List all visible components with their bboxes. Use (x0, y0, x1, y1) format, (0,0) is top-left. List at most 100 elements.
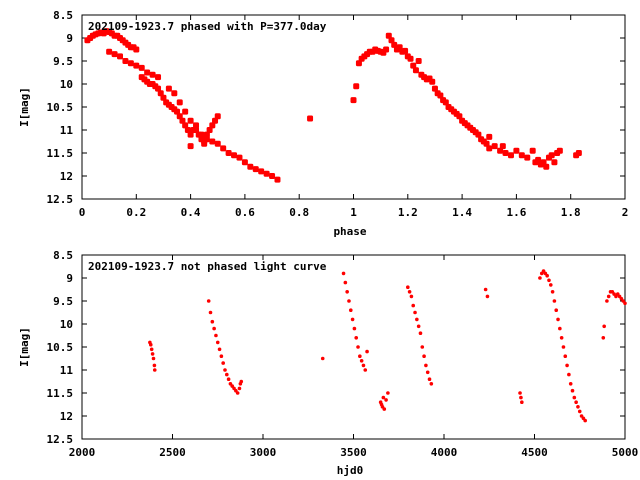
data-point (187, 143, 194, 150)
y-tick-label: 9.5 (53, 295, 73, 308)
data-point (127, 60, 134, 67)
x-tick-label: 1.8 (561, 206, 581, 219)
data-point (352, 326, 357, 331)
data-point (382, 407, 387, 411)
data-point (558, 326, 562, 331)
x-tick-label: 1 (350, 206, 357, 219)
x-tick-label: 0.6 (235, 206, 255, 219)
data-point (602, 324, 606, 329)
data-point (214, 140, 221, 147)
data-point (491, 143, 498, 150)
data-point (388, 37, 395, 44)
data-point (402, 47, 409, 54)
data-point (198, 131, 205, 138)
data-point (386, 391, 390, 395)
data-point (385, 32, 392, 39)
x-tick-label: 5000 (612, 446, 639, 459)
data-point (133, 46, 140, 53)
data-point (413, 310, 417, 315)
data-points (148, 269, 627, 423)
data-point (577, 409, 582, 414)
x-tick-label: 2000 (69, 446, 96, 459)
data-point (235, 391, 240, 395)
y-tick-label: 10 (60, 318, 73, 331)
data-point (442, 99, 449, 106)
data-point (176, 99, 183, 106)
data-point (570, 388, 575, 393)
data-point (406, 285, 410, 290)
data-point (384, 398, 388, 402)
data-point (212, 326, 216, 331)
data-point (174, 108, 181, 115)
data-point (215, 340, 220, 345)
data-point (182, 108, 189, 115)
data-point (356, 345, 360, 349)
data-point (407, 55, 414, 62)
y-tick-label: 12.5 (47, 193, 74, 206)
data-point (239, 379, 244, 384)
data-point (157, 90, 164, 97)
y-tick-label: 10.5 (47, 341, 74, 354)
data-point (551, 159, 558, 166)
data-point (355, 60, 362, 67)
data-point (220, 145, 227, 152)
data-point (171, 90, 178, 97)
data-point (412, 67, 419, 74)
x-tick-label: 0.2 (126, 206, 146, 219)
data-point (486, 145, 493, 152)
data-point (209, 138, 216, 145)
data-point (601, 336, 606, 340)
y-tick-label: 8.5 (53, 249, 73, 262)
data-point (431, 85, 438, 92)
data-point (361, 363, 366, 368)
data-point (214, 333, 218, 338)
data-point (556, 147, 563, 154)
data-point (221, 361, 225, 365)
data-point (358, 354, 362, 359)
data-point (320, 356, 325, 361)
data-point (176, 113, 183, 120)
data-point (160, 94, 167, 101)
y-tick-label: 10 (60, 78, 73, 91)
y-tick-label: 12 (60, 170, 73, 183)
data-point (210, 319, 215, 324)
x-tick-label: 1.4 (452, 206, 472, 219)
data-point (550, 290, 555, 294)
y-tick-label: 9 (66, 32, 73, 45)
data-point (407, 290, 412, 294)
y-axis-ticks: 8.5 9 9.5 10 10.5 11 11.5 12 12.5 (47, 9, 625, 206)
data-point (554, 308, 559, 313)
x-axis-label: phase (333, 225, 366, 238)
data-point (518, 152, 525, 159)
data-point (269, 173, 276, 179)
y-axis-label: I[mag] (18, 87, 31, 127)
data-point (529, 147, 536, 154)
x-tick-label: 3500 (340, 446, 367, 459)
data-point (148, 342, 153, 347)
data-point (381, 395, 386, 400)
data-point (223, 368, 227, 372)
data-point (165, 85, 172, 92)
data-point (209, 122, 216, 129)
data-point (149, 71, 156, 78)
data-point (545, 273, 549, 278)
data-point (535, 156, 542, 163)
data-point (561, 345, 566, 349)
y-tick-label: 11 (60, 124, 74, 137)
data-point (605, 299, 609, 303)
data-point (219, 354, 224, 359)
data-point (365, 349, 369, 354)
y-tick-label: 11.5 (47, 387, 74, 400)
data-point (348, 308, 353, 313)
data-point (583, 418, 587, 423)
data-point (111, 51, 118, 58)
x-tick-label: 0 (79, 206, 86, 219)
y-axis-ticks: 8.5 9 9.5 10 10.5 11 11.5 12 12.5 (47, 249, 625, 446)
data-point (575, 150, 582, 156)
data-point (483, 140, 490, 147)
data-point (182, 122, 189, 129)
data-point (152, 363, 157, 368)
data-point (252, 166, 259, 173)
data-point (193, 127, 200, 133)
